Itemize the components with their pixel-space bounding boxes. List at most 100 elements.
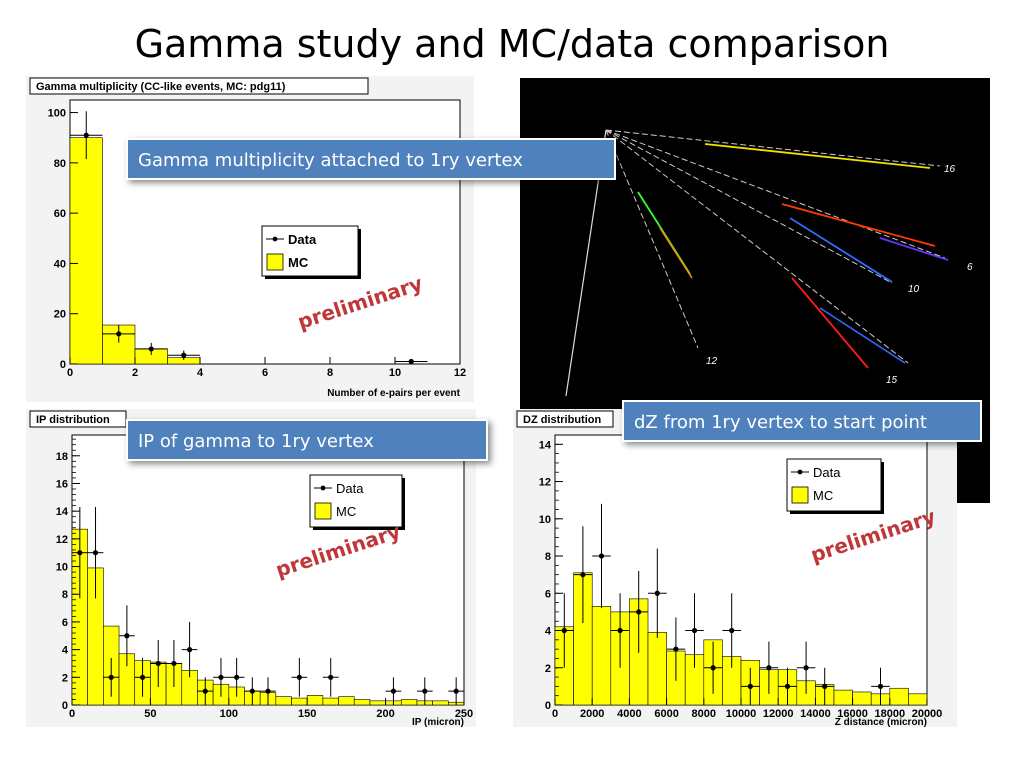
slide-title: Gamma study and MC/data comparison (134, 22, 890, 66)
multiplicity-x-tick-label: 0 (67, 367, 73, 379)
ip-legend-mc-swatch (314, 502, 332, 520)
ip-data-point (453, 688, 459, 694)
dz-data-point (822, 683, 828, 689)
shower-16-segment (704, 143, 931, 169)
ip-y-tick-label: 10 (56, 562, 68, 574)
ip-mc-bar (338, 696, 355, 706)
multiplicity-x-tick-label: 10 (389, 367, 401, 379)
dz-legend-data-label: Data (813, 465, 841, 480)
shower-6-segment-a (781, 203, 936, 247)
ip-y-tick-label: 18 (56, 451, 68, 463)
ip-data-point (249, 688, 255, 694)
dz-y-tick-label: 8 (545, 551, 551, 563)
multiplicity-data-point (181, 352, 187, 358)
multiplicity-y-tick-label: 100 (48, 108, 66, 120)
dz-x-tick-label: 10000 (726, 708, 757, 720)
ip-histogram-panel: IP distribution 0 50 100 150 200 250 0 2 4 6 8 10 12 1… (26, 409, 476, 728)
ip-data-point (328, 674, 334, 680)
dz-x-tick-label: 0 (552, 708, 558, 720)
multiplicity-y-tick-label: 20 (54, 309, 66, 321)
dz-data-point (691, 627, 698, 634)
dz-data-point (729, 627, 735, 634)
dz-legend-mc-swatch (791, 486, 809, 504)
ip-y-tick-label: 16 (56, 478, 68, 490)
dz-data-point (561, 627, 567, 634)
ip-data-point (155, 660, 161, 667)
ip-data-point (390, 688, 397, 694)
ip-mc-bar (369, 700, 386, 706)
shower-15-segment-b (819, 307, 906, 364)
multiplicity-data-point (408, 358, 414, 365)
dz-legend-data-marker (797, 469, 803, 475)
dz-y-tick-label: 6 (545, 588, 551, 600)
dz-legend-mc-label: MC (813, 488, 833, 503)
ip-data-point (139, 674, 146, 680)
ip-mc-bar (322, 697, 339, 706)
track-12-line (605, 129, 699, 349)
multiplicity-histogram-chart: Gamma multiplicity (CC-like events, MC: … (26, 76, 474, 402)
multiplicity-x-tick-label: 4 (197, 367, 204, 379)
track-6-line (605, 129, 946, 259)
ip-legend-mc-label: MC (336, 504, 356, 519)
multiplicity-mc-bar (69, 137, 103, 365)
shower-6-segment-b (879, 237, 949, 261)
ip-data-point (265, 688, 271, 694)
ip-x-tick-label: 200 (376, 708, 394, 720)
shower-15-segment-a (791, 277, 869, 369)
track-15-line (605, 129, 909, 364)
ip-mc-bar (306, 695, 324, 706)
multiplicity-y-tick-label: 0 (60, 359, 66, 371)
dz-data-point (784, 683, 791, 689)
dz-y-tick-label: 10 (539, 514, 551, 526)
ip-y-tick-label: 4 (62, 645, 69, 657)
ip-mc-bar (432, 700, 449, 706)
ip-x-axis-label: IP (micron) (412, 717, 464, 727)
dz-data-point (580, 572, 586, 578)
multiplicity-legend-mc-swatch (266, 253, 284, 271)
ip-data-point (296, 674, 302, 680)
dz-data-point (803, 665, 809, 671)
ip-mc-bar (400, 699, 418, 706)
ip-y-tick-label: 0 (62, 700, 68, 712)
multiplicity-y-tick-label: 60 (54, 208, 66, 220)
dz-title-box (516, 410, 614, 428)
dz-histogram-panel: DZ distribution 0 2000 4000 6000 8000 10000 120… (513, 409, 957, 728)
track-label-15: 15 (886, 375, 898, 386)
ip-legend-data-marker (320, 485, 326, 491)
multiplicity-x-axis-label: Number of e-pairs per event (327, 388, 460, 399)
dz-y-tick-label: 4 (545, 626, 552, 638)
ip-x-tick-label: 0 (69, 708, 75, 720)
dz-mc-bar (908, 693, 928, 706)
ip-chart-title: IP distribution (36, 414, 110, 426)
dz-x-tick-label: 14000 (800, 708, 831, 720)
dz-data-point (747, 683, 753, 689)
dz-x-tick-label: 16000 (837, 708, 868, 720)
shower-12-tail (659, 227, 693, 279)
multiplicity-x-tick-label: 12 (454, 367, 466, 379)
dz-x-tick-label: 20000 (912, 708, 943, 720)
ip-x-tick-label: 100 (220, 708, 238, 720)
dz-y-tick-label: 12 (539, 477, 551, 489)
ip-x-tick-label: 50 (144, 708, 156, 720)
multiplicity-x-tick-label: 2 (132, 367, 138, 379)
track-label-10: 10 (908, 284, 920, 295)
multiplicity-y-tick-label: 80 (54, 158, 66, 170)
dz-mc-bar (889, 687, 909, 706)
callout-ip: IP of gamma to 1ry vertex (126, 419, 488, 461)
dz-mc-bar (647, 632, 667, 706)
track-16-line (605, 129, 941, 167)
ip-mc-bar (275, 696, 292, 706)
ip-data-point (108, 674, 114, 680)
dz-y-tick-label: 2 (545, 663, 551, 675)
ip-y-tick-label: 14 (56, 506, 69, 518)
multiplicity-legend-mc-label: MC (288, 255, 309, 270)
ip-y-tick-label: 2 (62, 672, 68, 684)
ip-data-point (422, 688, 428, 694)
dz-data-point (598, 553, 605, 559)
multiplicity-histogram-panel: Gamma multiplicity (CC-like events, MC: … (26, 76, 474, 402)
dz-x-tick-label: 6000 (654, 708, 678, 720)
dz-y-tick-label: 0 (545, 700, 551, 712)
ip-mc-bar (353, 699, 371, 706)
dz-data-point (673, 646, 679, 652)
